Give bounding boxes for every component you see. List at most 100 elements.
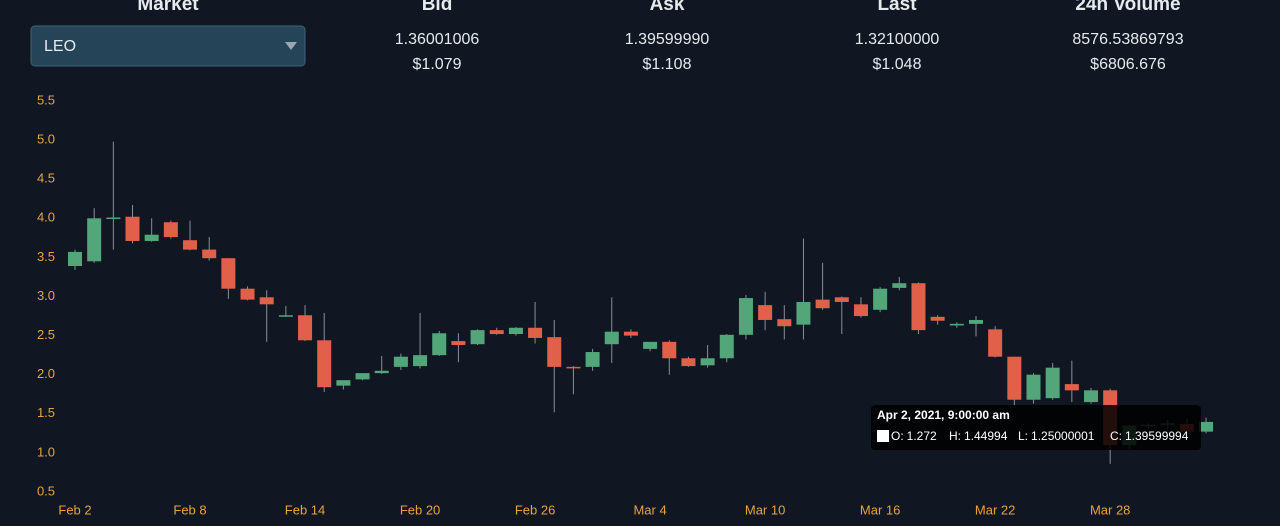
- tooltip-item: L: 1.25000001: [1018, 429, 1095, 443]
- candle-body: [719, 334, 734, 359]
- tooltip-value: 1.39599994: [1125, 429, 1189, 443]
- candle-body: [508, 327, 523, 335]
- candle-body: [221, 258, 236, 289]
- candle-body: [144, 234, 159, 241]
- candle-body: [968, 319, 983, 324]
- candle-body: [796, 301, 811, 325]
- price: 1.32100000: [855, 31, 940, 48]
- candle-body: [374, 370, 389, 374]
- candle-body: [873, 288, 888, 310]
- candle-body: [259, 297, 274, 305]
- price: 1.39599990: [625, 31, 710, 48]
- x-tick-label: Mar 28: [1090, 502, 1130, 517]
- usd-price: $1.108: [643, 56, 692, 73]
- y-tick-label: 0.5: [37, 483, 55, 498]
- y-tick-label: 3.0: [37, 288, 55, 303]
- tooltip-item: C: 1.39599994: [1110, 429, 1189, 443]
- candle-body: [1064, 384, 1079, 391]
- x-tick-label: Feb 26: [515, 502, 555, 517]
- x-tick-label: Mar 4: [633, 502, 666, 517]
- candle-body: [738, 298, 753, 335]
- candle-body: [68, 251, 82, 267]
- tooltip-swatch: [877, 430, 889, 442]
- candle-body: [1084, 390, 1099, 403]
- candle-body: [163, 222, 178, 238]
- tooltip: Apr 2, 2021, 9:00:00 am O: 1.272 H: 1.44994 L…: [871, 405, 1201, 450]
- y-tick-label: 1.5: [37, 405, 55, 420]
- y-tick-label: 5.5: [37, 92, 55, 107]
- tooltip-value: 1.25000001: [1031, 429, 1095, 443]
- y-tick-label: 2.5: [37, 327, 55, 342]
- candle-body: [393, 356, 408, 367]
- candle-body: [125, 216, 140, 241]
- usd-price: $1.048: [873, 56, 922, 73]
- candle-body: [643, 341, 658, 349]
- tooltip-label: L:: [1018, 429, 1028, 443]
- candle-body: [815, 299, 830, 309]
- tooltip-item: H: 1.44994: [949, 429, 1008, 443]
- candle-body: [585, 352, 600, 367]
- candle-body: [1026, 374, 1041, 400]
- candle-body: [758, 305, 773, 320]
- candle-body: [1045, 367, 1060, 399]
- candle-body: [278, 315, 293, 317]
- candle-body: [853, 304, 868, 317]
- column-header: Bid: [422, 0, 453, 15]
- column-header: 24h Volume: [1075, 0, 1180, 15]
- usd-price: $1.079: [413, 56, 462, 73]
- x-tick-label: Feb 20: [400, 502, 440, 517]
- y-tick-label: 5.0: [37, 132, 55, 147]
- column-header: Ask: [650, 0, 685, 15]
- tooltip-label: O:: [891, 429, 904, 443]
- x-tick-label: Feb 2: [58, 502, 91, 517]
- dropdown-arrow[interactable]: [285, 42, 297, 50]
- column-header: Last: [877, 0, 917, 15]
- candle-body: [911, 283, 926, 331]
- candle-body: [1007, 356, 1022, 400]
- x-tick-label: Mar 16: [860, 502, 900, 517]
- tooltip-title: Apr 2, 2021, 9:00:00 am: [877, 408, 1010, 422]
- y-tick-label: 2.0: [37, 366, 55, 381]
- candle-body: [432, 333, 447, 356]
- candle-body: [355, 373, 370, 380]
- candle-body: [1199, 421, 1214, 432]
- x-tick-label: Mar 10: [745, 502, 785, 517]
- candle-body: [298, 315, 313, 341]
- candle-body: [700, 358, 715, 366]
- candle-body: [470, 330, 485, 345]
- candle-body: [528, 327, 543, 338]
- candle-body: [892, 283, 907, 288]
- tooltip-value: 1.272: [907, 429, 937, 443]
- candle-body: [930, 316, 945, 321]
- candle-body: [240, 288, 255, 300]
- usd-price: $6806.676: [1090, 56, 1166, 73]
- y-tick-label: 1.0: [37, 444, 55, 459]
- tooltip-label: C:: [1110, 429, 1122, 443]
- candle-body: [949, 323, 964, 326]
- header: Market Bid Ask Last 24h Volume 1.36001006 $1.0…: [137, 0, 1183, 73]
- candle-body: [106, 217, 121, 220]
- x-tick-label: Feb 8: [173, 502, 206, 517]
- candle-body: [623, 331, 638, 336]
- column-header: Market: [137, 0, 199, 15]
- price: 8576.53869793: [1072, 31, 1183, 48]
- candle-body: [336, 380, 351, 386]
- price: 1.36001006: [395, 31, 480, 48]
- candle-body: [202, 249, 217, 259]
- candle-body: [317, 340, 332, 388]
- candle-body: [489, 330, 504, 335]
- tooltip-value: 1.44994: [964, 429, 1008, 443]
- candle-body: [777, 319, 792, 327]
- candle-body: [834, 297, 849, 302]
- candle-body: [451, 341, 466, 345]
- y-tick-label: 3.5: [37, 249, 55, 264]
- market-value[interactable]: LEO: [44, 38, 76, 55]
- candle-body: [413, 355, 428, 367]
- plot: 0.5 1.0 1.5 2.0 2.5 3.0 3.5 4.0 4.5 5.0 5.5 Feb 2 Fe…: [37, 92, 1214, 517]
- market-dropdown[interactable]: [30, 25, 306, 67]
- y-tick-label: 4.0: [37, 210, 55, 225]
- x-tick-label: Mar 22: [975, 502, 1015, 517]
- candle-body: [87, 218, 102, 262]
- tooltip-label: H:: [949, 429, 961, 443]
- x-tick-label: Feb 14: [285, 502, 325, 517]
